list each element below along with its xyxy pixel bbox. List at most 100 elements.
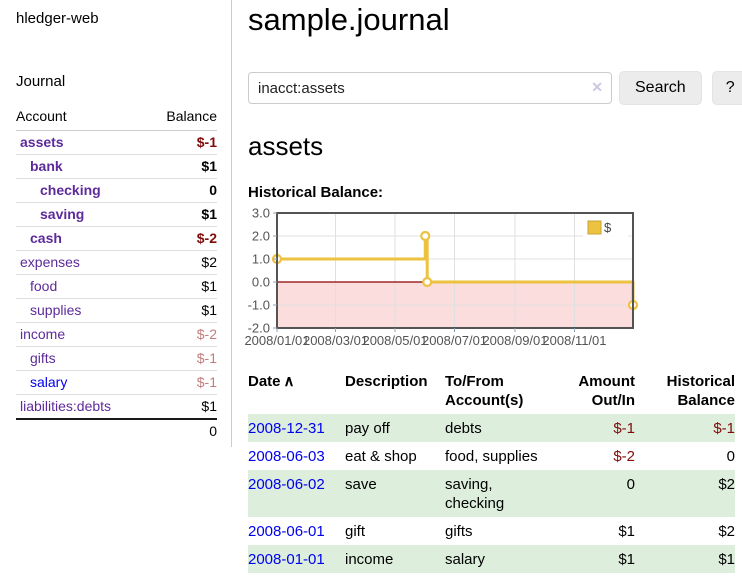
legend-swatch-icon [587,220,602,235]
date-cell: 2008-06-01 [248,517,345,545]
date-cell: 2008-06-03 [248,442,345,470]
register-header-row: Date ∧ Description To/From Account(s) Amo… [248,369,735,414]
account-row: bank $1 [16,154,217,179]
register-header-balance: Historical Balance [666,373,735,409]
account-cell: supplies [16,298,148,323]
search-form: ✕ Search ? [248,71,742,105]
accounts-header-account: Account [16,105,148,131]
register-header-tofrom: To/From Account(s) [445,373,524,409]
search-input-wrap: ✕ [248,72,612,104]
account-cell: salary [16,370,148,395]
date-link[interactable]: 2008-12-31 [248,420,325,437]
account-cell: bank [16,154,148,179]
amount-cell: $-1 [613,420,635,437]
account-balance: $-1 [147,130,217,155]
description-cell: gift [345,523,366,540]
account-balance: $1 [147,154,217,179]
date-cell: 2008-06-02 [248,470,345,517]
sort-asc-icon: ∧ [283,373,295,390]
balance-cell: 0 [726,448,735,465]
x-tick-label: 2008/11/01 [542,333,606,348]
date-link[interactable]: 2008-06-03 [248,448,325,465]
account-link[interactable]: bank [30,158,63,174]
account-row: food $1 [16,274,217,299]
data-point-marker[interactable] [420,230,431,242]
account-balance: $-2 [147,226,217,251]
main-content: sample.journal ✕ Search ? assets Histori… [232,0,742,573]
app-brand: hledger-web [16,10,217,28]
accounts-total-spacer [16,418,148,442]
page-title: sample.journal [248,2,450,37]
description-cell: save [345,476,377,493]
accounts-header-row: Account Balance [16,105,217,131]
app-title-link[interactable]: hledger-web [16,10,99,27]
x-tick-label: 2008/01/01 [244,333,309,348]
x-tick-label: 2008/03/01 [303,333,368,348]
register-row: 2008-12-31 pay off debts $-1 $-1 [248,414,735,442]
account-link[interactable]: income [20,326,66,342]
account-link[interactable]: expenses [20,254,80,270]
account-link[interactable]: checking [40,182,101,198]
account-link[interactable]: assets [20,134,64,150]
account-link[interactable]: liabilities:debts [20,398,112,414]
account-balance: $1 [147,274,217,299]
search-input[interactable] [248,72,612,104]
register-table: Date ∧ Description To/From Account(s) Amo… [248,369,735,573]
balance-cell: $2 [718,476,735,493]
balance-cell: $1 [718,551,735,568]
date-link[interactable]: 2008-01-01 [248,551,325,568]
balance-cell: $2 [718,523,735,540]
register-row: 2008-06-03 eat & shop food, supplies $-2 0 [248,442,735,470]
description-cell: eat & shop [345,448,417,465]
description-cell: income [345,551,394,568]
register-row: 2008-06-01 gift gifts $1 $2 [248,517,735,545]
y-tick-label: 0.0 [252,275,270,290]
historical-balance-chart[interactable]: 3.0 2.0 1.0 0.0 -1.0 -2.0 2008/01/01 2008/03/01… [243,206,742,350]
y-tick-label: 3.0 [252,206,270,221]
account-balance: $-1 [147,370,217,395]
data-point-marker[interactable] [422,276,433,288]
account-balance: $1 [147,202,217,227]
account-link[interactable]: salary [30,374,68,390]
date-header-label: Date [248,373,281,390]
y-tick-label: -1.0 [248,298,270,313]
account-row: saving $1 [16,202,217,227]
account-cell: liabilities:debts [16,394,148,420]
accounts-table: Account Balance assets $-1 bank $1 checking 0… [16,105,217,442]
account-balance: $-1 [147,346,217,371]
account-balance: 0 [147,178,217,203]
account-cell: checking [16,178,148,203]
account-cell: saving [16,202,148,227]
register-header-description: Description [345,373,428,390]
accounts-total-row: 0 [16,418,217,442]
amount-cell: $1 [618,551,635,568]
account-row: gifts $-1 [16,346,217,371]
account-row: income $-2 [16,322,217,347]
help-button[interactable]: ? [711,71,742,105]
sidebar-nav: Journal [16,73,217,91]
amount-cell: $1 [618,523,635,540]
account-link[interactable]: cash [30,230,62,246]
account-row: expenses $2 [16,250,217,275]
legend-label: $ [604,220,612,235]
register-row: 2008-06-02 save saving, checking 0 $2 [248,470,735,517]
account-link[interactable]: gifts [30,350,56,366]
account-heading: assets [248,131,324,161]
y-tick-label: 1.0 [252,252,270,267]
account-link[interactable]: supplies [30,302,82,318]
search-button[interactable]: Search [619,71,702,105]
account-link[interactable]: saving [40,206,85,222]
date-link[interactable]: 2008-06-02 [248,476,325,493]
account-balance: $1 [147,394,217,420]
register-header-date[interactable]: Date ∧ [248,369,345,414]
account-link[interactable]: food [30,278,58,294]
accounts-total-value: 0 [147,418,217,442]
account-cell: cash [16,226,148,251]
date-cell: 2008-01-01 [248,545,345,573]
clear-search-icon[interactable]: ✕ [591,79,603,95]
account-row: checking 0 [16,178,217,203]
sidebar-item-journal[interactable]: Journal [16,73,66,90]
x-tick-label: 2008/07/01 [422,333,487,348]
account-cell: income [16,322,148,347]
date-link[interactable]: 2008-06-01 [248,523,325,540]
